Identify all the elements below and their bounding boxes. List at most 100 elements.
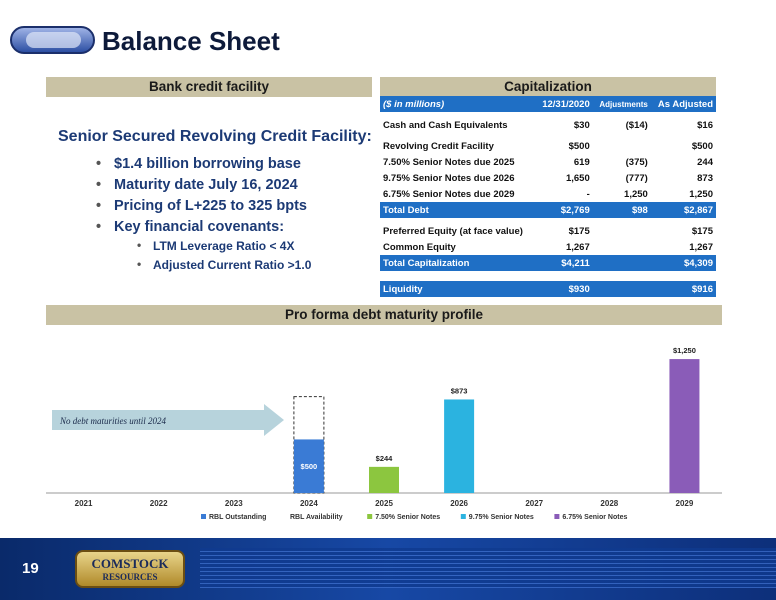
legend-swatch — [201, 514, 206, 519]
bar-senior-notes — [444, 399, 475, 493]
cell: $4,309 — [650, 255, 716, 271]
covenant-bullets: LTM Leverage Ratio < 4X Adjusted Current… — [137, 238, 311, 277]
data-label: $873 — [451, 386, 468, 395]
table-row-total-cap: Total Capitalization $4,211 $4,309 — [380, 255, 716, 271]
bullet-item: Pricing of L+225 to 325 bpts — [96, 198, 307, 219]
table-row: 7.50% Senior Notes due 2025 619 (375) 244 — [380, 154, 716, 170]
header: Balance Sheet — [0, 0, 776, 66]
sub-bullet-item: LTM Leverage Ratio < 4X — [137, 238, 311, 258]
cell: 1,650 — [565, 172, 590, 184]
legend-entry: RBL Availability — [290, 514, 343, 521]
cell: 873 — [697, 172, 713, 184]
cell — [593, 223, 651, 239]
cell: 1,267 — [565, 241, 590, 253]
x-tick-label: 2027 — [525, 499, 543, 508]
logo-text-bottom: RESOURCES — [102, 572, 158, 582]
no-maturities-arrow: No debt maturities until 2024 — [52, 404, 284, 436]
page-number: 19 — [22, 560, 39, 577]
row-label: Revolving Credit Facility — [383, 140, 494, 152]
bar-senior-notes — [369, 466, 399, 493]
row-label: 7.50% Senior Notes due 2025 — [383, 156, 515, 168]
data-label: $244 — [376, 454, 394, 463]
arrow-text: No debt maturities until 2024 — [59, 416, 167, 426]
table-row: Cash and Cash Equivalents $30 ($14) $16 — [380, 117, 716, 133]
cell — [592, 281, 651, 297]
row-label: Common Equity — [383, 241, 456, 253]
col-header: As Adjusted — [650, 96, 716, 112]
x-tick-label: 2028 — [600, 499, 618, 508]
cell: $2,769 — [535, 202, 593, 218]
maturity-chart: 2021202220232024$900$5002025$2442026$873… — [46, 346, 722, 521]
capitalization-table: ($ in millions) 12/31/2020 Adjustments A… — [380, 96, 716, 297]
col-header: ($ in millions) — [380, 96, 536, 112]
sub-bullet-item: Adjusted Current Ratio >1.0 — [137, 257, 311, 277]
table-row-liquidity: Liquidity $930 $916 — [380, 281, 716, 297]
cell: 619 — [573, 156, 590, 168]
x-tick-label: 2021 — [75, 499, 93, 508]
col-header: Adjustments — [592, 96, 651, 112]
x-tick-label: 2026 — [450, 499, 468, 508]
data-label: $500 — [301, 462, 318, 471]
legend-swatch — [367, 514, 373, 519]
maturity-heading: Pro forma debt maturity profile — [46, 305, 722, 325]
cell: - — [586, 188, 590, 200]
table-row: 6.75% Senior Notes due 2029 - 1,250 1,250 — [380, 186, 716, 202]
bar-rbl-outstanding — [293, 439, 324, 493]
company-logo-icon — [10, 26, 95, 54]
legend-entry: 9.75% Senior Notes — [469, 514, 534, 521]
table-row-total-debt: Total Debt $2,769 $98 $2,867 — [380, 202, 716, 218]
cell: 1,267 — [689, 241, 713, 253]
row-label: 6.75% Senior Notes due 2029 — [383, 188, 515, 200]
legend-swatch — [554, 514, 560, 519]
table-header-row: ($ in millions) 12/31/2020 Adjustments A… — [380, 96, 716, 112]
row-label: 9.75% Senior Notes due 2026 — [383, 172, 515, 184]
arrow-shape — [52, 404, 284, 436]
row-label: Liquidity — [380, 281, 536, 297]
table-row: Preferred Equity (at face value) $175 $175 — [380, 223, 716, 239]
logo-text-top: COMSTOCK — [91, 556, 169, 571]
bullet-item: Maturity date July 16, 2024 — [96, 177, 307, 198]
row-label: Total Debt — [380, 202, 536, 218]
table-row: 9.75% Senior Notes due 2026 1,650 (777) 873 — [380, 170, 716, 186]
capitalization-heading: Capitalization — [380, 77, 716, 97]
cell: $500 — [691, 140, 713, 152]
bullet-item: Key financial covenants: — [96, 219, 307, 240]
cell: $930 — [535, 281, 593, 297]
bullet-item: $1.4 billion borrowing base — [96, 156, 307, 177]
cell: $2,867 — [650, 202, 716, 218]
legend-entry: 7.50% Senior Notes — [375, 514, 440, 521]
x-tick-label: 2029 — [676, 499, 694, 508]
row-label: Preferred Equity (at face value) — [383, 225, 523, 237]
bar-senior-notes — [669, 359, 700, 493]
cell: 1,250 — [689, 188, 713, 200]
cell: ($14) — [625, 119, 648, 131]
col-header: 12/31/2020 — [535, 96, 593, 112]
cell: $916 — [650, 281, 716, 297]
cell: $30 — [573, 119, 590, 131]
facility-bullets: $1.4 billion borrowing base Maturity dat… — [96, 156, 307, 240]
cell: $4,211 — [535, 255, 593, 271]
legend-swatch — [460, 514, 466, 519]
x-tick-label: 2024 — [300, 499, 318, 508]
footer: 19 COMSTOCK RESOURCES — [0, 538, 776, 600]
cell: $175 — [568, 225, 590, 237]
legend-entry: RBL Outstanding — [209, 514, 266, 521]
cell: $500 — [568, 140, 590, 152]
x-tick-label: 2025 — [375, 499, 393, 508]
cell: (777) — [625, 172, 648, 184]
x-tick-label: 2022 — [150, 499, 168, 508]
page-title: Balance Sheet — [102, 26, 280, 56]
table-row: Common Equity 1,267 1,267 — [380, 239, 716, 255]
cell: 244 — [697, 156, 713, 168]
x-tick-label: 2023 — [225, 499, 243, 508]
cell: 1,250 — [624, 188, 648, 200]
data-label: $1,250 — [673, 346, 696, 355]
bank-credit-heading: Bank credit facility — [46, 77, 372, 97]
cell — [592, 255, 651, 271]
facility-subtitle: Senior Secured Revolving Credit Facility… — [58, 128, 372, 145]
comstock-logo: COMSTOCK RESOURCES — [75, 550, 185, 588]
cell — [593, 138, 651, 154]
table-row: Revolving Credit Facility $500 $500 — [380, 138, 716, 154]
legend-entry: 6.75% Senior Notes — [562, 514, 627, 521]
cell — [593, 239, 651, 255]
